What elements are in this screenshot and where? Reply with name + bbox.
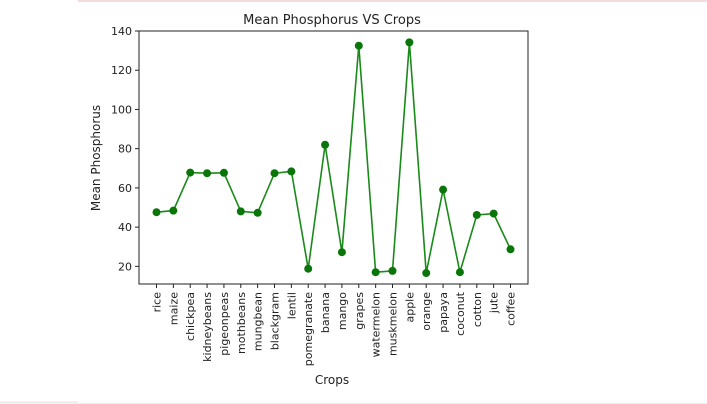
- y-tick-label: 100: [111, 103, 132, 116]
- series-markers: [152, 38, 515, 278]
- x-tick-label: pigeonpeas: [218, 292, 231, 356]
- x-tick-label: coconut: [454, 291, 467, 335]
- data-point-orange: [422, 269, 431, 278]
- data-point-mothbeans: [236, 207, 245, 216]
- x-tick-label: apple: [403, 292, 416, 323]
- bottom-divider-short: [0, 401, 78, 404]
- data-point-blackgram: [270, 169, 279, 178]
- x-tick-label: chickpea: [184, 292, 197, 341]
- data-point-apple: [405, 38, 414, 47]
- x-tick-label: muskmelon: [387, 292, 400, 356]
- x-tick-label: blackgram: [269, 292, 282, 350]
- data-point-coffee: [506, 245, 515, 254]
- y-tick-label: 140: [111, 25, 132, 38]
- data-point-mungbean: [253, 208, 262, 217]
- data-point-kidneybeans: [203, 169, 212, 178]
- x-tick-label: pomegranate: [302, 292, 315, 366]
- series-line: [156, 42, 512, 274]
- data-point-watermelon: [371, 268, 380, 277]
- data-point-jute: [489, 209, 498, 218]
- x-tick-label: mango: [336, 292, 349, 330]
- plot-frame: [138, 30, 529, 285]
- x-tick-label: grapes: [353, 292, 366, 330]
- data-point-coconut: [455, 268, 464, 277]
- x-tick-label: maize: [167, 292, 180, 325]
- data-point-lentil: [287, 167, 296, 176]
- data-point-pigeonpeas: [219, 168, 228, 177]
- x-axis-label: Crops: [315, 373, 349, 387]
- data-point-cotton: [472, 210, 481, 219]
- x-tick-label: rice: [151, 292, 164, 313]
- x-axis-ticks: rice maize chickpea kidneybeans pigeonpeas mo…: [151, 284, 518, 366]
- y-axis-ticks: 20 40 60 80 100 120 140: [111, 25, 139, 273]
- data-point-grapes: [354, 41, 363, 50]
- data-point-maize: [169, 206, 178, 215]
- y-tick-label: 80: [118, 143, 132, 156]
- y-tick-label: 40: [118, 221, 132, 234]
- y-tick-label: 60: [118, 182, 132, 195]
- y-axis-label: Mean Phosphorus: [89, 105, 103, 211]
- data-point-chickpea: [186, 168, 195, 177]
- data-point-muskmelon: [388, 266, 397, 275]
- x-tick-label: coffee: [505, 292, 518, 326]
- top-divider: [78, 0, 707, 2]
- x-tick-label: kidneybeans: [201, 292, 214, 362]
- x-tick-label: mothbeans: [235, 292, 248, 354]
- y-tick-label: 20: [118, 260, 132, 273]
- data-point-pomegranate: [304, 264, 313, 273]
- data-point-banana: [321, 140, 330, 149]
- x-tick-label: mungbean: [252, 292, 265, 351]
- data-point-rice: [152, 208, 161, 217]
- x-tick-label: lentil: [285, 292, 298, 319]
- x-tick-label: papaya: [437, 292, 450, 333]
- y-tick-label: 120: [111, 64, 132, 77]
- x-tick-label: orange: [420, 292, 433, 331]
- chart-title: Mean Phosphorus VS Crops: [243, 13, 421, 28]
- x-tick-label: watermelon: [370, 292, 383, 357]
- data-point-papaya: [439, 185, 448, 194]
- x-tick-label: banana: [319, 292, 332, 333]
- data-point-mango: [337, 248, 346, 257]
- x-tick-label: cotton: [471, 292, 484, 327]
- x-tick-label: jute: [488, 292, 501, 314]
